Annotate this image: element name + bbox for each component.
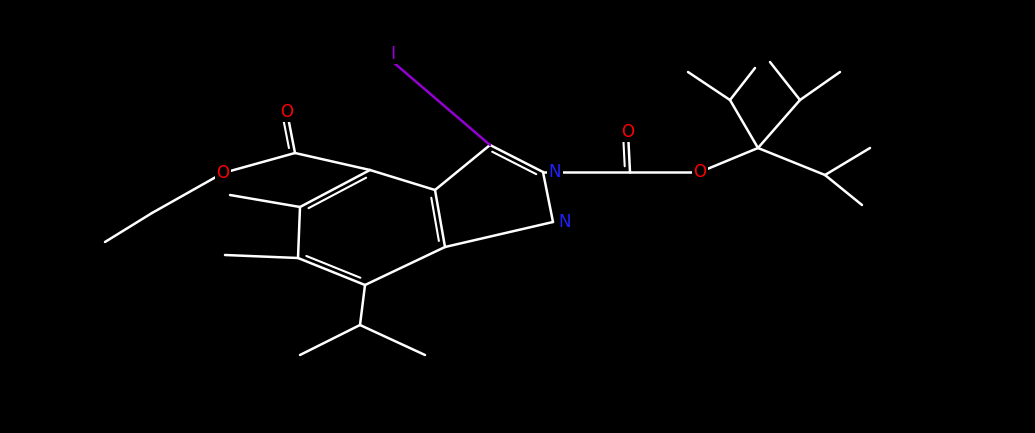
Text: O: O [693,163,707,181]
Text: N: N [549,163,561,181]
Text: O: O [621,123,634,141]
Text: N: N [559,213,571,231]
Text: O: O [216,164,230,182]
Text: I: I [390,45,395,63]
Text: O: O [280,103,294,121]
